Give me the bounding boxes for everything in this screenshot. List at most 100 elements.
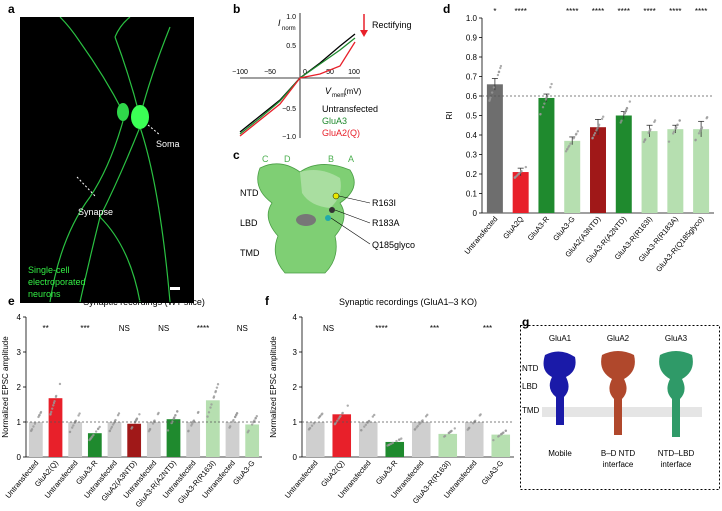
data-point-5-8 — [447, 431, 451, 435]
g-domain-tmd: TMD — [522, 406, 540, 415]
significance-3: **** — [566, 7, 578, 16]
significance-1: *** — [80, 324, 89, 333]
data-point-0-5 — [489, 96, 492, 99]
data-point-8-7 — [196, 411, 200, 415]
significance-0: ** — [43, 324, 49, 333]
iv-plot: −100 −50 0 50 100 1.0 0.5 −0.5 −1.0 I no… — [232, 13, 412, 141]
data-point-9-2 — [210, 403, 213, 406]
data-point-1-2 — [52, 401, 56, 405]
data-point-0-9 — [490, 91, 494, 94]
data-point-2-3 — [550, 82, 553, 86]
data-point-0-0 — [499, 66, 502, 70]
data-point-2-3 — [373, 413, 376, 417]
bar-8 — [186, 422, 201, 457]
caption-ntd-lbd: NTD–LBD — [658, 449, 695, 458]
data-point-0-8 — [499, 64, 503, 68]
dendrite-8 — [139, 126, 171, 303]
data-point-2-6 — [68, 430, 72, 434]
caption-line-3: neurons — [28, 289, 61, 299]
data-point-3-3 — [94, 430, 98, 433]
data-point-3-7 — [397, 438, 401, 441]
y-tick-label-10: 1.0 — [466, 14, 478, 23]
data-point-8-8 — [187, 429, 190, 433]
data-point-0-7 — [308, 427, 311, 431]
panel-label-f: f — [265, 294, 269, 308]
data-point-11-9 — [254, 416, 257, 420]
y-tick-label-2: 2 — [293, 383, 298, 392]
caption-bd-ntd: B–D NTD — [601, 449, 635, 458]
data-point-6-8 — [478, 414, 481, 417]
receptor-ntd-highlight — [300, 170, 341, 208]
data-point-8-6 — [191, 422, 194, 425]
iv-xlabel-sub: mem — [332, 93, 345, 99]
data-point-6-6 — [643, 138, 647, 142]
data-point-9-5 — [215, 386, 219, 389]
significance-7: **** — [669, 7, 681, 16]
panel-label-e: e — [8, 294, 15, 308]
caption-line-1: Single-cell — [28, 265, 70, 275]
data-point-4-3 — [426, 413, 429, 417]
data-point-1-3 — [52, 404, 55, 407]
interface-patch — [296, 214, 316, 226]
data-point-7-8 — [674, 126, 678, 129]
data-point-7-0 — [671, 132, 675, 135]
data-point-0-6 — [497, 70, 501, 74]
y-tick-label-2: 2 — [17, 383, 22, 392]
data-point-9-9 — [214, 389, 218, 393]
iv-ylabel: I — [278, 18, 281, 28]
bar-2 — [68, 422, 83, 457]
data-point-7-4 — [166, 429, 170, 432]
y-tick-label-3: 3 — [17, 348, 22, 357]
chart-epsc-wt: Synaptic recordings (WT slice) 0 1 2 3 4 Norma… — [1, 297, 262, 509]
iv-curve-glua2q — [239, 41, 356, 137]
data-point-10-9 — [229, 425, 232, 428]
pointer-q185glyco — [330, 217, 371, 245]
data-point-7-6 — [174, 414, 177, 417]
data-point-2-5 — [77, 414, 80, 417]
data-point-9-7 — [207, 411, 211, 414]
data-point-3-5 — [567, 146, 570, 149]
glua2-title: GluA2 — [607, 334, 630, 343]
data-point-2-1 — [544, 98, 548, 101]
bar-1 — [48, 398, 63, 457]
y-tick-label-1: 0.1 — [466, 190, 478, 199]
site-r163i — [332, 192, 340, 200]
soma-pointer — [147, 124, 161, 136]
domain-tmd: TMD — [240, 248, 260, 258]
iv-xtick-4: 50 — [326, 69, 334, 76]
data-point-4-9 — [421, 419, 424, 422]
significance-6: **** — [643, 7, 655, 16]
x-tick-label-8: GluA3-R(Q185glyco) — [654, 214, 706, 273]
dendrite-2 — [139, 26, 171, 118]
data-point-5-9 — [443, 434, 447, 438]
panel-label-b: b — [233, 2, 241, 16]
subunit-a: A — [348, 154, 354, 164]
data-point-2-9 — [367, 420, 370, 424]
data-point-9-8 — [212, 395, 216, 398]
bar-7 — [491, 434, 511, 457]
data-point-3-9 — [387, 443, 391, 447]
subunit-d: D — [284, 154, 291, 164]
data-point-7-9 — [672, 130, 676, 133]
data-point-11-7 — [246, 431, 249, 434]
x-tick-label-0: Untransfected — [283, 459, 320, 501]
data-point-6-9 — [648, 129, 652, 132]
soma-label: Soma — [156, 139, 180, 149]
chart-title: Synaptic recordings (GluA1–3 KO) — [339, 297, 477, 307]
pointer-r163i — [338, 195, 371, 204]
bar-2 — [358, 422, 378, 457]
data-point-1-3 — [337, 417, 340, 420]
y-axis-label: Normalized EPSC amplitude — [269, 336, 278, 438]
domain-ntd: NTD — [240, 188, 259, 198]
bar-0 — [28, 422, 43, 457]
bar-1 — [512, 172, 529, 213]
dendrite-7 — [49, 196, 91, 303]
site-q185glyco — [325, 215, 331, 221]
iv-ytick-3: −0.5 — [282, 106, 296, 113]
chart-epsc-ko: Synaptic recordings (GluA1–3 KO) 0 1 2 3 4 Nor… — [269, 297, 514, 505]
data-point-11-8 — [250, 423, 254, 426]
data-point-5-8 — [623, 111, 627, 115]
data-point-3-7 — [574, 133, 578, 136]
data-point-2-3 — [78, 412, 81, 415]
neuron-image: Soma Synapse Single-cell electroporated … — [28, 17, 180, 303]
